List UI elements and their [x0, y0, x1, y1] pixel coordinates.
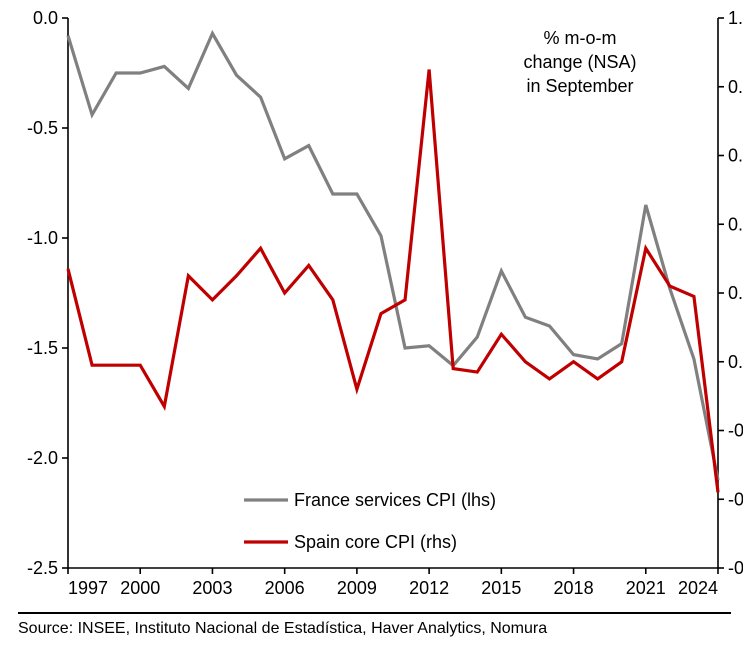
svg-text:2006: 2006: [265, 578, 305, 598]
svg-text:-0.2: -0.2: [728, 421, 743, 441]
svg-text:-1.0: -1.0: [27, 228, 58, 248]
svg-text:2021: 2021: [626, 578, 666, 598]
svg-text:0.8: 0.8: [728, 77, 743, 97]
svg-text:0.0: 0.0: [728, 352, 743, 372]
svg-text:-1.5: -1.5: [27, 338, 58, 358]
legend-label: Spain core CPI (rhs): [294, 532, 457, 552]
svg-text:0.4: 0.4: [728, 214, 743, 234]
svg-text:2012: 2012: [409, 578, 449, 598]
svg-text:2015: 2015: [481, 578, 521, 598]
svg-text:2024: 2024: [678, 578, 718, 598]
svg-text:-2.5: -2.5: [27, 558, 58, 578]
svg-text:1997: 1997: [68, 578, 108, 598]
cpi-line-chart: 0.0 -0.5 -1.0 -1.5 -2.0 -2.5 1.0 0.8 0.6 0.4 0.2 0.…: [0, 0, 743, 650]
svg-text:2009: 2009: [337, 578, 377, 598]
svg-text:-2.0: -2.0: [27, 448, 58, 468]
chart-annotation: % m-o-m: [544, 28, 617, 48]
chart-annotation: in September: [526, 76, 633, 96]
svg-text:0.2: 0.2: [728, 283, 743, 303]
svg-text:0.0: 0.0: [33, 8, 58, 28]
svg-text:1.0: 1.0: [728, 8, 743, 28]
svg-text:2003: 2003: [192, 578, 232, 598]
chart-annotation: change (NSA): [523, 52, 636, 72]
chart-container: 0.0 -0.5 -1.0 -1.5 -2.0 -2.5 1.0 0.8 0.6 0.4 0.2 0.…: [0, 0, 743, 650]
svg-text:2000: 2000: [120, 578, 160, 598]
svg-text:2018: 2018: [554, 578, 594, 598]
svg-text:0.6: 0.6: [728, 146, 743, 166]
footer-rule: [18, 612, 731, 614]
source-label: Source: INSEE, Instituto Nacional de Est…: [18, 620, 547, 638]
svg-text:-0.6: -0.6: [728, 558, 743, 578]
svg-text:-0.4: -0.4: [728, 489, 743, 509]
svg-text:-0.5: -0.5: [27, 118, 58, 138]
legend-label: France services CPI (lhs): [294, 490, 496, 510]
